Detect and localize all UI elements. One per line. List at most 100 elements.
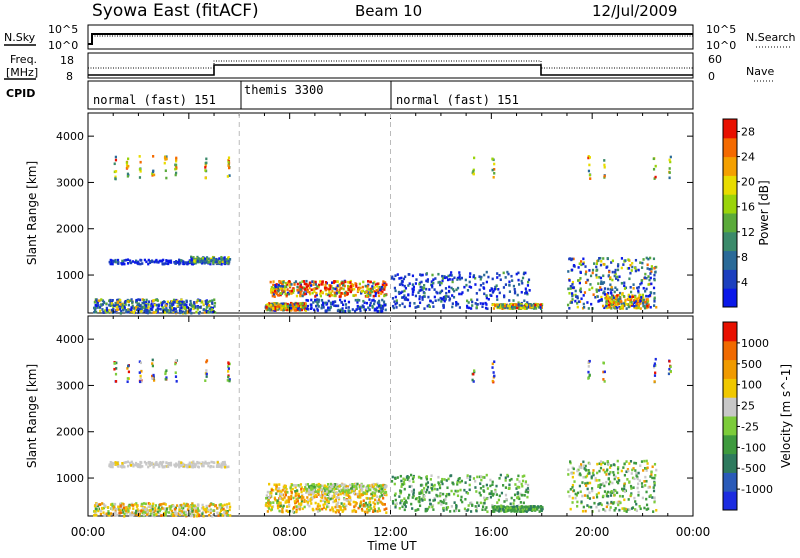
echo-cell xyxy=(266,494,268,497)
echo-cell xyxy=(567,288,569,291)
echo-cell xyxy=(131,461,133,464)
echo-cell xyxy=(579,277,581,280)
echo-cell xyxy=(205,162,207,165)
echo-cell xyxy=(654,279,656,282)
echo-cell xyxy=(153,514,155,517)
echo-cell xyxy=(405,500,407,503)
echo-cell xyxy=(365,502,367,505)
echo-cell xyxy=(302,507,304,510)
echo-cell xyxy=(637,494,639,497)
echo-cell xyxy=(587,377,589,380)
echo-cell xyxy=(412,291,414,294)
echo-cell xyxy=(412,478,414,481)
echo-cell xyxy=(400,291,402,294)
echo-cell xyxy=(205,369,207,372)
echo-cell xyxy=(149,503,151,506)
echo-cell xyxy=(139,380,141,383)
echo-cell xyxy=(588,472,590,475)
echo-cell xyxy=(140,310,142,313)
echo-cell xyxy=(570,259,572,262)
echo-cell xyxy=(465,279,467,282)
echo-cell xyxy=(499,292,501,295)
echo-cell xyxy=(133,311,135,314)
echo-cell xyxy=(317,309,319,312)
echo-cell xyxy=(501,492,503,495)
echo-cell xyxy=(456,481,458,484)
echo-cell xyxy=(267,491,269,494)
echo-cell xyxy=(160,503,162,506)
echo-cell xyxy=(192,461,194,464)
echo-cell xyxy=(155,299,157,302)
echo-cell xyxy=(411,288,413,291)
echo-cell xyxy=(161,259,163,262)
echo-cell xyxy=(604,293,606,296)
echo-cell xyxy=(304,288,306,291)
echo-cell xyxy=(503,500,505,503)
echo-cell xyxy=(636,509,638,512)
echo-cell xyxy=(580,463,582,466)
echo-cell xyxy=(295,484,297,487)
echo-cell xyxy=(630,485,632,488)
echo-cell xyxy=(480,479,482,482)
echo-cell xyxy=(128,304,130,307)
echo-cell xyxy=(350,291,352,294)
echo-cell xyxy=(397,273,399,276)
echo-cell xyxy=(510,507,512,510)
echo-cell xyxy=(366,290,368,293)
echo-cell xyxy=(642,294,644,297)
echo-cell xyxy=(583,506,585,509)
echo-cell xyxy=(373,295,375,298)
echo-cell xyxy=(595,506,597,509)
echo-cell xyxy=(633,497,635,500)
echo-cell xyxy=(483,497,485,500)
echo-cell xyxy=(332,510,334,513)
echo-cell xyxy=(273,483,275,486)
echo-cell xyxy=(412,283,414,286)
echo-cell xyxy=(210,465,212,468)
echo-cell xyxy=(448,286,450,289)
echo-cell xyxy=(345,494,347,497)
echo-cell xyxy=(339,295,341,298)
echo-cell xyxy=(174,311,176,314)
echo-cell xyxy=(140,510,142,513)
echo-cell xyxy=(424,295,426,298)
echo-cell xyxy=(419,273,421,276)
echo-cell xyxy=(520,510,522,513)
echo-cell xyxy=(419,504,421,507)
echo-cell xyxy=(212,261,214,264)
echo-cell xyxy=(103,301,105,304)
echo-cell xyxy=(401,302,403,305)
echo-cell xyxy=(108,465,110,468)
echo-cell xyxy=(100,513,102,516)
echo-cell xyxy=(527,506,529,509)
echo-cell xyxy=(596,276,598,279)
echo-cell xyxy=(432,282,434,285)
echo-cell xyxy=(183,303,185,306)
echo-cell xyxy=(195,311,197,314)
echo-cell xyxy=(210,311,212,314)
echo-cell xyxy=(423,307,425,310)
echo-cell xyxy=(329,498,331,501)
echo-cell xyxy=(653,501,655,504)
echo-cell xyxy=(604,166,606,169)
echo-cell xyxy=(502,484,504,487)
echo-cell xyxy=(95,304,97,307)
echo-cell xyxy=(117,465,119,468)
echo-cell xyxy=(593,496,595,499)
echo-cell xyxy=(352,510,354,513)
echo-cell xyxy=(638,303,640,306)
echo-cell xyxy=(329,291,331,294)
echo-cell xyxy=(475,510,477,513)
echo-cell xyxy=(448,493,450,496)
echo-cell xyxy=(520,307,522,310)
echo-cell xyxy=(349,496,351,499)
echo-cell xyxy=(177,261,179,264)
echo-cell xyxy=(132,507,134,510)
echo-cell xyxy=(306,496,308,499)
echo-cell xyxy=(483,274,485,277)
echo-cell xyxy=(152,365,154,368)
echo-cell xyxy=(344,508,346,511)
echo-cell xyxy=(287,510,289,513)
echo-cell xyxy=(407,284,409,287)
echo-cell xyxy=(326,488,328,491)
